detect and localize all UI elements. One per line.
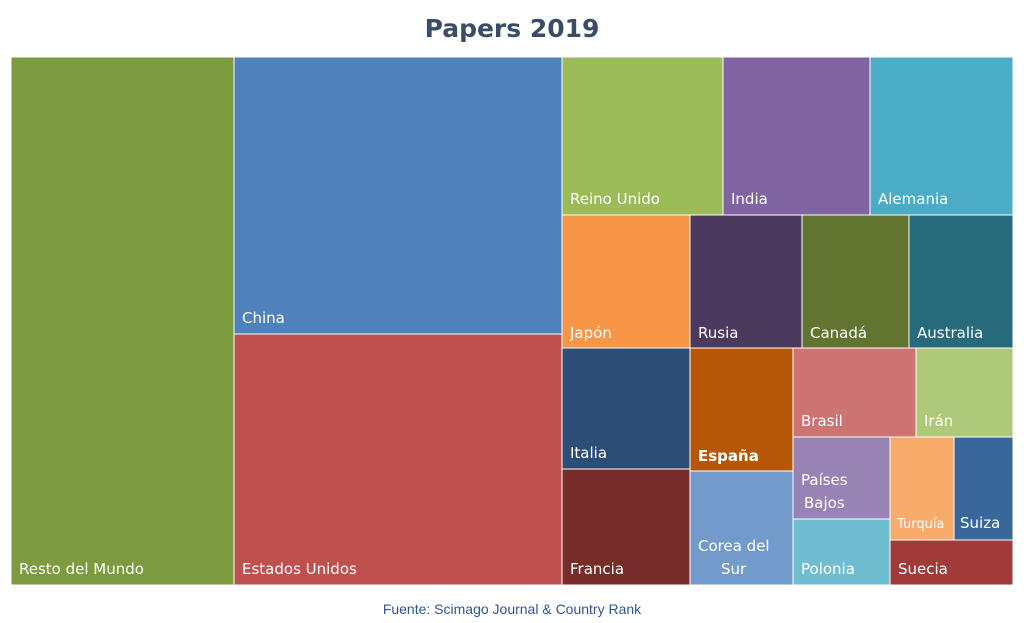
treemap-rect-resto-del-mundo [10, 56, 235, 586]
treemap-cell-india: India [722, 56, 871, 216]
treemap-rect-suecia [889, 539, 1014, 586]
treemap-cell-japon: Japón [561, 214, 691, 349]
treemap-label-india: India [731, 190, 768, 208]
treemap-cell-canada: Canadá [801, 214, 910, 349]
treemap-label-espana: España [698, 447, 759, 465]
treemap-label-polonia: Polonia [801, 560, 855, 578]
chart-title: Papers 2019 [424, 14, 600, 43]
treemap-rect-australia [908, 214, 1014, 349]
treemap-cell-turquia: Turquía [889, 436, 955, 541]
treemap-rect-reino-unido [561, 56, 724, 216]
treemap-label-japon: Japón [569, 324, 612, 342]
treemap-cell-iran: Irán [915, 347, 1014, 438]
treemap-label-corea-del-sur: Sur [721, 560, 747, 578]
treemap-cell-suecia: Suecia [889, 539, 1014, 586]
treemap-rect-paises-bajos [792, 436, 891, 520]
chart-source: Fuente: Scimago Journal & Country Rank [382, 601, 642, 617]
treemap-rect-india [722, 56, 871, 216]
treemap-rect-suiza [953, 436, 1014, 541]
treemap-label-turquia: Turquía [896, 517, 944, 532]
treemap-label-china: China [242, 309, 285, 327]
treemap-cell-alemania: Alemania [869, 56, 1014, 216]
treemap-label-suiza: Suiza [960, 514, 1000, 532]
treemap-rect-italia [561, 347, 691, 470]
treemap-rect-japon [561, 214, 691, 349]
treemap-rect-brasil [792, 347, 917, 438]
treemap-label-australia: Australia [917, 324, 983, 342]
treemap-label-brasil: Brasil [801, 412, 843, 430]
treemap-rect-polonia [792, 518, 891, 586]
treemap-label-italia: Italia [570, 444, 607, 462]
treemap-label-paises-bajos: Bajos [804, 494, 845, 512]
treemap-label-reino-unido: Reino Unido [570, 190, 660, 208]
treemap-cell-espana: España [689, 347, 794, 472]
treemap-label-suecia: Suecia [898, 560, 948, 578]
treemap-cell-reino-unido: Reino Unido [561, 56, 724, 216]
treemap-label-alemania: Alemania [878, 190, 948, 208]
treemap-rect-estados-unidos [233, 333, 563, 586]
treemap-rect-francia [561, 468, 691, 586]
treemap-cell-resto-del-mundo: Resto del Mundo [10, 56, 235, 586]
treemap-cell-rusia: Rusia [689, 214, 803, 349]
treemap-label-resto-del-mundo: Resto del Mundo [19, 560, 144, 578]
treemap-label-paises-bajos: Países [801, 471, 848, 489]
treemap-label-iran: Irán [924, 412, 953, 430]
treemap-rect-corea-del-sur [689, 470, 794, 586]
treemap-label-francia: Francia [570, 560, 624, 578]
treemap-rect-china [233, 56, 563, 335]
treemap-cell-paises-bajos: Países Bajos [792, 436, 891, 520]
treemap-cell-australia: Australia [908, 214, 1014, 349]
treemap-cell-china: China [233, 56, 563, 335]
treemap-rect-iran [915, 347, 1014, 438]
treemap-cell-francia: Francia [561, 468, 691, 586]
treemap-label-canada: Canadá [810, 324, 867, 342]
treemap-cell-estados-unidos: Estados Unidos [233, 333, 563, 586]
treemap-rect-turquia [889, 436, 955, 541]
treemap-rect-alemania [869, 56, 1014, 216]
treemap-label-rusia: Rusia [698, 324, 738, 342]
treemap-rect-espana [689, 347, 794, 472]
treemap-label-estados-unidos: Estados Unidos [242, 560, 357, 578]
treemap-cell-italia: Italia [561, 347, 691, 470]
treemap-label-corea-del-sur: Corea del [698, 537, 770, 555]
treemap-cell-corea-del-sur: Corea del Sur [689, 470, 794, 586]
treemap-cell-brasil: Brasil [792, 347, 917, 438]
treemap-cell-suiza: Suiza [953, 436, 1014, 541]
treemap-cell-polonia: Polonia [792, 518, 891, 586]
